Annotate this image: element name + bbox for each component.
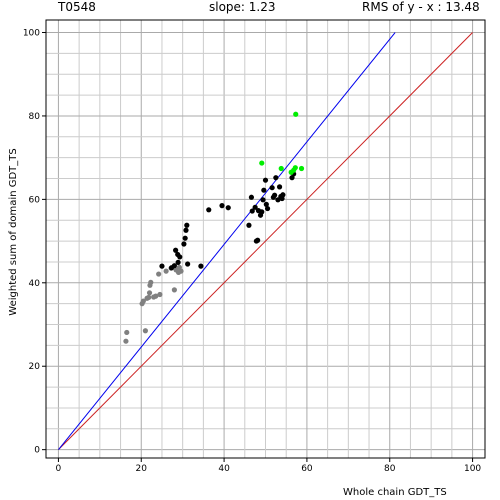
data-point (181, 241, 187, 247)
data-point (246, 222, 252, 228)
data-point (261, 187, 267, 193)
data-point (260, 197, 266, 203)
y-tick-label: 80 (29, 112, 41, 122)
y-tick-label: 60 (29, 195, 41, 205)
data-point (183, 227, 189, 233)
y-tick-label: 0 (34, 446, 40, 456)
data-point (292, 165, 298, 171)
y-tick-label: 40 (29, 279, 41, 289)
data-point (272, 192, 278, 198)
data-point (146, 294, 152, 300)
data-point (124, 329, 130, 336)
data-point (184, 222, 190, 228)
tick-labels: 0 20 40 60 80 100 0 20 40 60 80 100 (23, 29, 482, 474)
data-point (175, 259, 181, 265)
data-point (298, 165, 305, 172)
data-point (163, 268, 169, 274)
data-point (178, 268, 184, 274)
y-tick-label: 100 (23, 29, 40, 39)
x-tick-label: 0 (56, 464, 62, 474)
data-point (249, 208, 255, 214)
data-point (252, 204, 258, 210)
data-point (153, 293, 159, 299)
target-label: T0548 (57, 0, 96, 14)
data-point (225, 205, 231, 211)
data-point (206, 207, 212, 213)
data-point (157, 291, 163, 298)
data-point (156, 271, 162, 277)
grid (46, 20, 485, 458)
data-point (146, 290, 153, 296)
rms-label: RMS of y - x : 13.48 (362, 0, 480, 14)
data-point (269, 185, 275, 191)
x-tick-label: 100 (464, 464, 481, 474)
data-point (198, 263, 204, 269)
data-point (171, 263, 177, 269)
data-point (278, 165, 284, 172)
data-points (123, 111, 305, 344)
data-point (142, 328, 148, 334)
x-tick-label: 20 (136, 464, 148, 474)
y-axis-label: Weighted sum of domain GDT_TS (8, 148, 19, 315)
data-point (255, 237, 261, 243)
data-point (171, 287, 177, 293)
data-point (280, 192, 286, 198)
data-point (262, 177, 269, 183)
fit-line (58, 32, 396, 450)
data-point (182, 235, 188, 241)
plot-frame (45, 19, 486, 459)
data-point (177, 254, 183, 260)
x-tick-label: 80 (384, 464, 396, 474)
data-point (293, 111, 299, 117)
data-point (159, 263, 165, 269)
data-point (273, 175, 279, 181)
data-point (259, 160, 265, 166)
data-point (173, 247, 179, 253)
data-point (123, 338, 129, 344)
data-point (263, 201, 269, 207)
diagonal-line (58, 32, 473, 451)
data-point (264, 205, 271, 212)
x-axis-label: Whole chain GDT_TS (343, 487, 447, 498)
data-point (259, 209, 265, 215)
reference-lines (58, 32, 473, 451)
data-point (185, 261, 191, 267)
y-tick-label: 20 (29, 362, 41, 372)
slope-label: slope: 1.23 (209, 0, 276, 14)
x-tick-label: 60 (301, 464, 313, 474)
data-point (276, 184, 283, 190)
data-point (248, 194, 255, 200)
data-point (148, 279, 154, 285)
data-point (140, 298, 146, 304)
x-tick-label: 40 (218, 464, 230, 474)
data-point (219, 203, 225, 209)
